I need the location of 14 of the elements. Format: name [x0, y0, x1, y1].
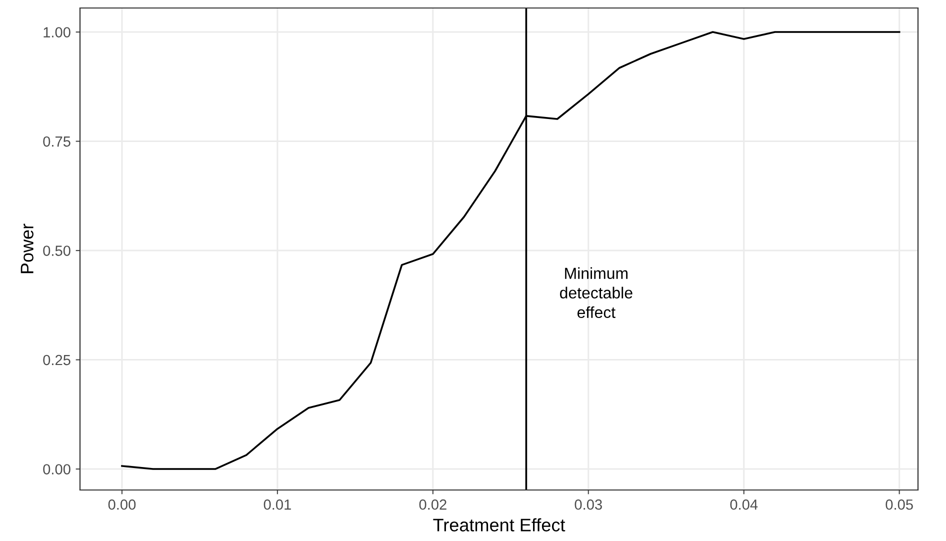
x-tick-label: 0.02: [419, 499, 446, 510]
y-tick-label: 0.75: [43, 136, 70, 147]
x-tick-label: 0.04: [730, 499, 758, 510]
y-tick-label: 0.25: [43, 354, 70, 366]
x-tick-label: 0.00: [108, 499, 136, 510]
y-tick-label: 1.00: [44, 27, 70, 38]
x-tick-label: 0.03: [574, 499, 602, 510]
ref-line-label: Minimum detectable effect: [560, 267, 632, 318]
y-tick-label: 0.00: [43, 464, 70, 474]
x-tick-label: 0.01: [264, 499, 291, 510]
y-axis-title: Power: [20, 224, 34, 274]
y-tick-label: 0.50: [43, 246, 70, 256]
x-tick-label: 0.05: [886, 499, 913, 510]
x-axis-title: Treatment Effect: [433, 518, 566, 532]
